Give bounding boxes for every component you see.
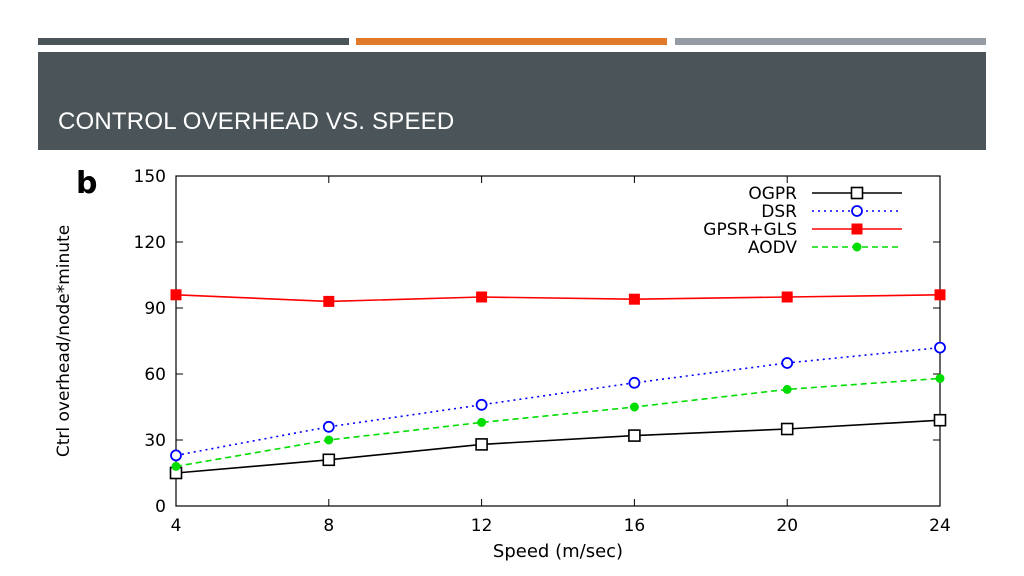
- y-tick-label: 90: [144, 299, 166, 319]
- data-point-gpsr-gls: [934, 289, 946, 301]
- data-point-aodv: [629, 402, 639, 412]
- accent-bar-dark: [38, 38, 349, 45]
- series-line-gpsr-gls: [175, 294, 941, 303]
- data-point-dsr: [475, 398, 488, 411]
- legend-marker-ogpr: [850, 186, 864, 200]
- y-tick-label: 0: [155, 497, 166, 517]
- data-point-gpsr-gls: [781, 291, 793, 303]
- series-line-ogpr: [175, 419, 941, 474]
- data-point-aodv: [935, 373, 945, 383]
- legend-label-aodv: AODV: [748, 238, 798, 258]
- y-tick-label: 60: [144, 365, 166, 385]
- data-point-ogpr: [322, 453, 336, 467]
- data-point-dsr: [934, 341, 946, 354]
- data-point-dsr: [781, 357, 794, 369]
- data-point-ogpr: [628, 429, 641, 442]
- data-point-gpsr-gls: [323, 295, 335, 307]
- x-tick-label: 4: [171, 516, 182, 536]
- series-line-dsr: [175, 346, 941, 457]
- slide-title: CONTROL OVERHEAD VS. SPEED: [58, 108, 455, 135]
- y-tick-label: 30: [144, 431, 166, 451]
- axis-ticks: 4 8 12 16 20 24 0 30 60 90 120 150: [134, 167, 951, 536]
- data-point-ogpr: [933, 413, 947, 427]
- series-ogpr: [169, 413, 947, 480]
- data-point-gpsr-gls: [476, 291, 488, 303]
- data-point-gpsr-gls: [170, 289, 182, 301]
- plot-frame: [175, 175, 941, 507]
- accent-bar-gray: [675, 38, 986, 45]
- series-dsr: [170, 341, 946, 462]
- data-point-ogpr: [780, 422, 794, 436]
- legend-label-gpsr-gls: GPSR+GLS: [703, 220, 797, 240]
- legend-marker-dsr: [851, 205, 863, 217]
- y-axis-label: Ctrl overhead/node*minute: [54, 225, 74, 457]
- series-aodv: [171, 373, 945, 471]
- title-banner: CONTROL OVERHEAD VS. SPEED: [38, 52, 986, 150]
- series-gpsr-gls: [170, 289, 946, 307]
- data-point-gpsr-gls: [628, 293, 640, 305]
- series-lines: [169, 289, 947, 480]
- x-axis-label: Speed (m/sec): [493, 541, 623, 562]
- y-tick-label: 120: [134, 233, 166, 253]
- legend-label-ogpr: OGPR: [748, 184, 797, 204]
- x-tick-label: 20: [776, 516, 798, 536]
- legend-label-dsr: DSR: [761, 202, 797, 222]
- data-point-aodv: [324, 435, 334, 445]
- legend-marker-aodv: [852, 242, 862, 252]
- data-point-ogpr: [475, 438, 488, 451]
- data-point-dsr: [322, 420, 335, 433]
- x-tick-label: 12: [471, 516, 493, 536]
- x-tick-label: 8: [323, 516, 334, 536]
- data-point-dsr: [628, 376, 641, 389]
- data-point-aodv: [171, 461, 181, 471]
- x-tick-label: 16: [624, 516, 646, 536]
- legend-marker-gpsr-gls: [851, 223, 863, 235]
- data-point-dsr: [170, 449, 182, 462]
- y-tick-label: 150: [134, 167, 166, 187]
- panel-label: b: [76, 166, 97, 201]
- data-point-aodv: [782, 384, 792, 394]
- x-tick-label: 24: [929, 516, 951, 536]
- data-point-aodv: [477, 417, 487, 427]
- accent-bar-orange: [356, 38, 667, 45]
- series-line-aodv: [175, 377, 941, 468]
